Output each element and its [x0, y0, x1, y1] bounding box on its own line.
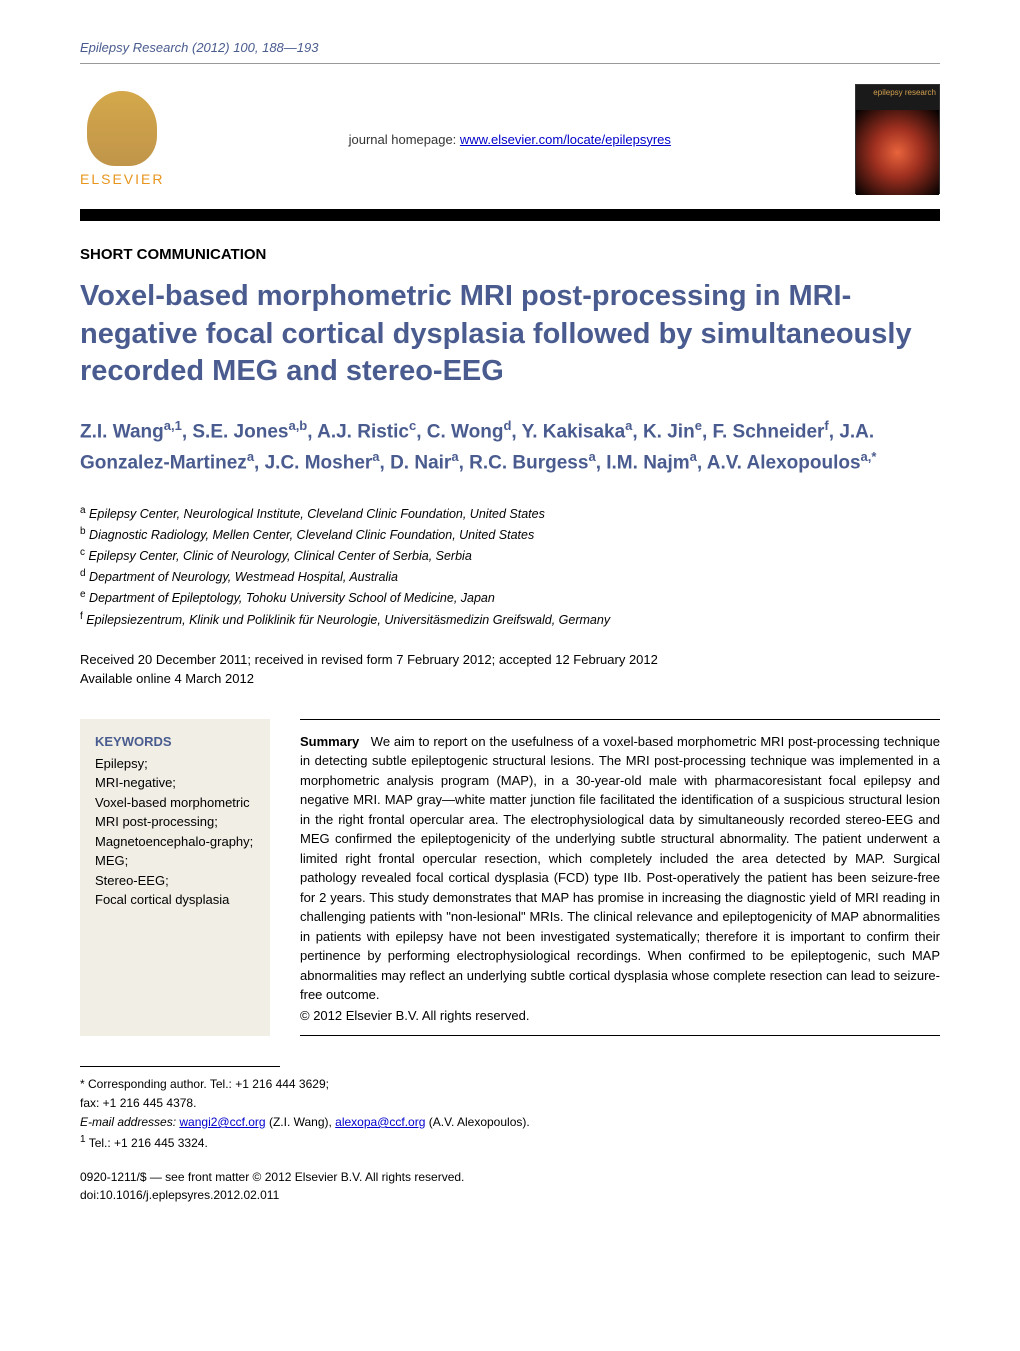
corresponding-tel1: 1 Tel.: +1 216 445 3324.: [80, 1132, 940, 1153]
elsevier-logo: ELSEVIER: [80, 91, 164, 187]
affiliation-b: b Diagnostic Radiology, Mellen Center, C…: [80, 524, 940, 545]
summary-body: We aim to report on the usefulness of a …: [300, 734, 940, 1003]
article-type: SHORT COMMUNICATION: [80, 246, 940, 263]
keywords-list: Epilepsy;MRI-negative;Voxel-based morpho…: [95, 754, 255, 910]
corresponding-emails: E-mail addresses: wangi2@ccf.org (Z.I. W…: [80, 1113, 940, 1132]
author-12: , I.M. Najm: [596, 452, 690, 473]
received-date: Received 20 December 2011; received in r…: [80, 650, 940, 670]
homepage-link[interactable]: www.elsevier.com/locate/epilepsyres: [460, 132, 671, 147]
author-11: , R.C. Burgess: [459, 452, 589, 473]
article-dates: Received 20 December 2011; received in r…: [80, 650, 940, 689]
author-10: , D. Nair: [380, 452, 452, 473]
corresponding-info: * Corresponding author. Tel.: +1 216 444…: [80, 1075, 940, 1154]
author-6: , K. Jin: [632, 421, 694, 442]
author-1: Z.I. Wang: [80, 421, 164, 442]
affiliation-a: a Epilepsy Center, Neurological Institut…: [80, 503, 940, 524]
footer-divider: [80, 1066, 280, 1067]
author-12-sup: a: [690, 449, 697, 464]
email-name-2: (A.V. Alexopoulos).: [425, 1115, 529, 1129]
email-name-1: (Z.I. Wang),: [266, 1115, 336, 1129]
affiliation-c: c Epilepsy Center, Clinic of Neurology, …: [80, 545, 940, 566]
summary-bottom-divider: [300, 1035, 940, 1036]
affiliations: a Epilepsy Center, Neurological Institut…: [80, 503, 940, 630]
summary-text: Summary We aim to report on the usefulne…: [300, 732, 940, 1005]
citation-header: Epilepsy Research (2012) 100, 188—193: [80, 40, 940, 55]
journal-cover-image: [856, 110, 939, 195]
author-6-sup: e: [695, 418, 702, 433]
keywords-box: KEYWORDS Epilepsy;MRI-negative;Voxel-bas…: [80, 719, 270, 1036]
bottom-info: 0920-1211/$ — see front matter © 2012 El…: [80, 1168, 940, 1204]
thick-divider: [80, 209, 940, 221]
summary-area: Summary We aim to report on the usefulne…: [300, 719, 940, 1036]
summary-label: Summary: [300, 734, 359, 749]
author-3: , A.J. Ristic: [307, 421, 409, 442]
author-9: , J.C. Mosher: [254, 452, 372, 473]
author-2-sup: a,b: [288, 418, 307, 433]
author-13: , A.V. Alexopoulos: [697, 452, 861, 473]
authors-list: Z.I. Wanga,1, S.E. Jonesa,b, A.J. Ristic…: [80, 416, 940, 478]
journal-header: ELSEVIER journal homepage: www.elsevier.…: [80, 84, 940, 194]
corresponding-fax: fax: +1 216 445 4378.: [80, 1094, 940, 1113]
author-11-sup: a: [588, 449, 595, 464]
author-13-sup: a,*: [861, 449, 877, 464]
journal-homepage: journal homepage: www.elsevier.com/locat…: [164, 132, 855, 147]
affiliation-d: d Department of Neurology, Westmead Hosp…: [80, 566, 940, 587]
homepage-label: journal homepage:: [349, 132, 460, 147]
affiliation-f: f Epilepsiezentrum, Klinik und Poliklini…: [80, 609, 940, 630]
keywords-title: KEYWORDS: [95, 734, 255, 749]
author-9-sup: a: [372, 449, 379, 464]
author-5: , Y. Kakisaka: [511, 421, 625, 442]
author-7: , F. Schneider: [702, 421, 824, 442]
author-10-sup: a: [451, 449, 458, 464]
top-divider: [80, 63, 940, 64]
author-1-sup: a,1: [164, 418, 182, 433]
issn-line: 0920-1211/$ — see front matter © 2012 El…: [80, 1168, 940, 1186]
journal-cover-title: epilepsy research: [856, 85, 939, 110]
summary-copyright: © 2012 Elsevier B.V. All rights reserved…: [300, 1008, 940, 1023]
content-area: KEYWORDS Epilepsy;MRI-negative;Voxel-bas…: [80, 719, 940, 1036]
article-title: Voxel-based morphometric MRI post-proces…: [80, 278, 940, 391]
author-2: , S.E. Jones: [182, 421, 289, 442]
doi-line: doi:10.1016/j.eplepsyres.2012.02.011: [80, 1186, 940, 1204]
author-4: , C. Wong: [416, 421, 503, 442]
affiliation-e: e Department of Epileptology, Tohoku Uni…: [80, 587, 940, 608]
online-date: Available online 4 March 2012: [80, 669, 940, 689]
email-link-1[interactable]: wangi2@ccf.org: [179, 1115, 265, 1129]
summary-top-divider: [300, 719, 940, 720]
email-label: E-mail addresses:: [80, 1115, 179, 1129]
corresponding-tel: * Corresponding author. Tel.: +1 216 444…: [80, 1075, 940, 1094]
author-8-sup: a: [247, 449, 254, 464]
email-link-2[interactable]: alexopa@ccf.org: [335, 1115, 425, 1129]
elsevier-tree-icon: [87, 91, 157, 166]
elsevier-text: ELSEVIER: [80, 171, 164, 187]
journal-cover: epilepsy research: [855, 84, 940, 194]
